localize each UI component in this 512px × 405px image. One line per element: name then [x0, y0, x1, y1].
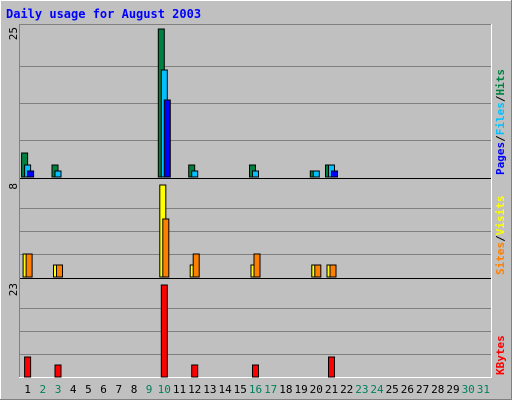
x-tick-label-day-3: 3: [55, 383, 62, 396]
bar-sites-day-21: [329, 264, 337, 278]
x-axis-day-labels: 1 2 3 4 5 6 7 8 9 10 11 12 13 14 15 16 17 18 19 20 21 22 23 24 2…: [24, 383, 490, 396]
bar-pages-day-10: [163, 99, 171, 178]
x-tick-label-day-28: 28: [431, 383, 444, 396]
x-tick-label-day-26: 26: [401, 383, 414, 396]
x-tick-label-day-6: 6: [100, 383, 107, 396]
x-tick-label-day-31: 31: [477, 383, 490, 396]
x-tick-label-day-16: 16: [249, 383, 262, 396]
x-tick-label-day-27: 27: [416, 383, 429, 396]
bar-sites-day-20: [314, 264, 322, 278]
x-tick-label-day-24: 24: [370, 383, 384, 396]
bar-sites-day-1: [25, 253, 33, 278]
axis-title-1: Pages/Files/Hits: [494, 69, 507, 175]
x-tick-label-day-18: 18: [279, 383, 292, 396]
x-tick-label-day-7: 7: [115, 383, 122, 396]
x-tick-label-day-13: 13: [203, 383, 216, 396]
x-tick-label-day-15: 15: [234, 383, 247, 396]
x-tick-label-day-8: 8: [131, 383, 138, 396]
axis-title-slash: /: [494, 135, 507, 142]
axis-title-slash: /: [494, 235, 507, 242]
x-tick-label-day-30: 30: [462, 383, 475, 396]
x-tick-label-day-29: 29: [446, 383, 459, 396]
x-tick-label-day-23: 23: [355, 383, 368, 396]
y-axis-max-label: 8: [7, 183, 20, 190]
axis-title-files: Files: [494, 102, 507, 135]
x-tick-label-day-12: 12: [188, 383, 201, 396]
axis-title-pages: Pages: [494, 142, 507, 175]
bar-files-day-12: [191, 170, 199, 178]
x-tick-label-day-5: 5: [85, 383, 92, 396]
x-tick-label-day-1: 1: [24, 383, 31, 396]
x-tick-label-day-22: 22: [340, 383, 353, 396]
bar-pages-day-1: [27, 170, 35, 178]
axis-title-sites: Sites: [494, 242, 507, 275]
bar-kbytes-day-12: [191, 364, 199, 378]
axis-title-hits: Hits: [494, 69, 507, 96]
x-tick-label-day-2: 2: [39, 383, 46, 396]
axis-title-text: KBytes: [494, 335, 507, 375]
axis-title-visits: Visits: [494, 196, 507, 236]
bar-kbytes-day-21: [328, 356, 335, 378]
bar-sites-day-16: [253, 253, 261, 278]
x-tick-label-day-25: 25: [386, 383, 399, 396]
bar-files-day-3: [54, 170, 62, 178]
axis-title-text: Pages/Files/Hits: [494, 69, 507, 175]
bar-sites-day-10: [162, 218, 170, 278]
panel-3: 23 KBytes: [7, 278, 507, 378]
bar-kbytes-day-10: [160, 284, 168, 378]
y-axis-max-label: 23: [7, 283, 20, 296]
bar-kbytes-day-3: [54, 364, 62, 378]
bar-kbytes-day-16: [252, 364, 259, 378]
x-tick-label-day-21: 21: [325, 383, 338, 396]
x-tick-label-day-20: 20: [310, 383, 323, 396]
x-tick-label-day-19: 19: [294, 383, 307, 396]
axis-title-kbytes: KBytes: [494, 335, 507, 375]
axis-title-3: KBytes: [494, 335, 507, 375]
chart-title: Daily usage for August 2003: [6, 7, 201, 21]
axis-title-2: Sites/Visits: [494, 196, 507, 276]
bar-files-day-16: [252, 170, 259, 178]
x-tick-label-day-10: 10: [158, 383, 171, 396]
x-tick-label-day-17: 17: [264, 383, 277, 396]
bar-sites-day-3: [56, 264, 63, 278]
x-tick-label-day-11: 11: [173, 383, 186, 396]
bar-sites-day-12: [192, 253, 200, 278]
bar-kbytes-day-1: [24, 356, 32, 378]
axis-title-slash: /: [494, 95, 507, 102]
bar-pages-day-21: [331, 170, 338, 178]
x-tick-label-day-14: 14: [218, 383, 232, 396]
panel-2: 8 Sites/Visits: [7, 178, 507, 278]
x-tick-label-day-4: 4: [70, 383, 77, 396]
axis-title-text: Sites/Visits: [494, 196, 507, 276]
y-axis-max-label: 25: [7, 27, 20, 40]
x-tick-label-day-9: 9: [146, 383, 153, 396]
bar-files-day-20: [312, 170, 320, 178]
